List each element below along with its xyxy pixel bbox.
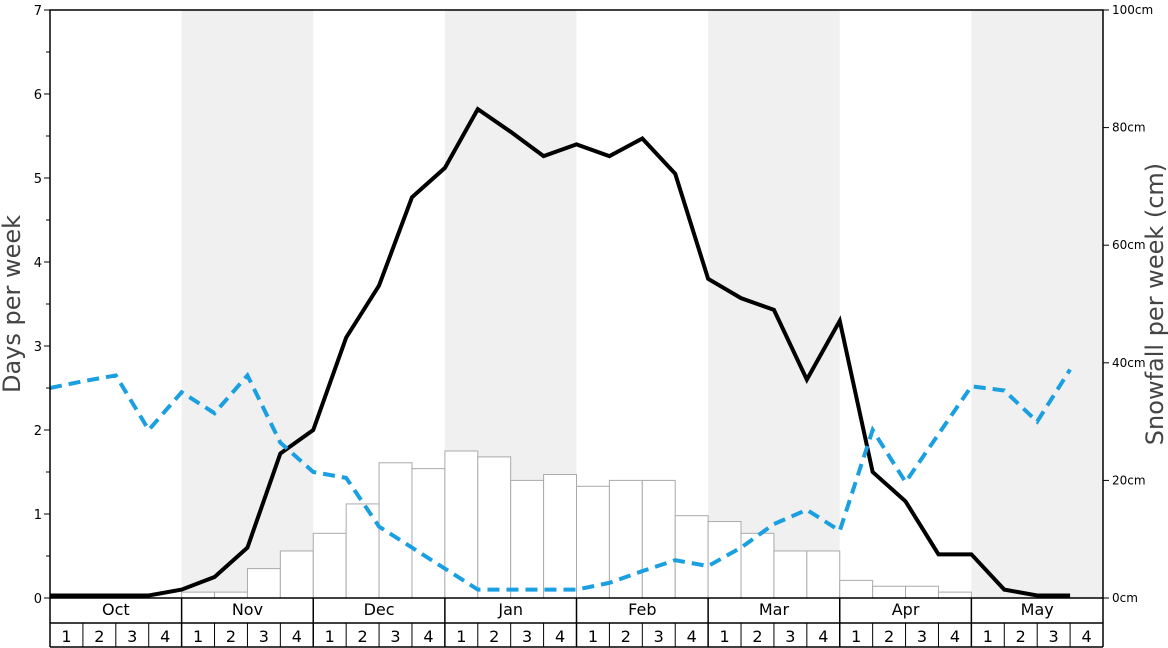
week-label: 1 — [983, 627, 993, 646]
snowfall-bar — [312, 532, 347, 599]
snowfall-bar — [444, 450, 479, 599]
week-label: 2 — [94, 627, 104, 646]
left-tick-label: 6 — [34, 88, 42, 103]
snowfall-bar — [411, 468, 446, 599]
week-label: 3 — [522, 627, 532, 646]
snowfall-bar — [674, 515, 709, 599]
week-label: 1 — [61, 627, 71, 646]
left-tick-label: 5 — [34, 172, 42, 187]
right-tick-label: 0cm — [1112, 591, 1138, 605]
month-shade-nov — [181, 10, 314, 598]
week-label: 1 — [456, 627, 466, 646]
week-label: 2 — [1016, 627, 1026, 646]
week-label: 3 — [654, 627, 664, 646]
month-shade-mar — [708, 10, 840, 598]
week-label: 2 — [226, 627, 236, 646]
series-lines — [49, 106, 1072, 598]
month-shading — [181, 10, 1103, 598]
snowfall-bar — [246, 568, 281, 599]
right-tick-label: 80cm — [1112, 121, 1146, 135]
week-label: 2 — [752, 627, 762, 646]
month-label: Nov — [232, 600, 263, 619]
right-axis: 0cm 20cm 40cm 60cm 80cm 100cm — [1103, 3, 1153, 605]
week-label: 4 — [160, 627, 170, 646]
right-tick-label: 60cm — [1112, 238, 1146, 252]
left-axis: 0 1 2 3 4 5 6 7 — [34, 4, 50, 607]
week-label: 4 — [950, 627, 960, 646]
snowfall-bar — [214, 591, 248, 599]
left-tick-label: 2 — [34, 424, 42, 439]
snowfall-bar — [279, 550, 314, 599]
week-label: 3 — [259, 627, 269, 646]
snowfall-bar — [872, 585, 907, 599]
left-tick-label: 3 — [34, 340, 42, 355]
month-label: Oct — [102, 600, 130, 619]
week-label: 2 — [621, 627, 631, 646]
week-label: 2 — [358, 627, 368, 646]
week-label: 1 — [588, 627, 598, 646]
month-label: Mar — [759, 600, 790, 619]
week-label: 4 — [1081, 627, 1091, 646]
snowfall-bar — [510, 479, 545, 599]
right-tick-label: 100cm — [1112, 3, 1153, 17]
week-label: 4 — [687, 627, 697, 646]
week-label: 1 — [719, 627, 729, 646]
week-label: 3 — [785, 627, 795, 646]
snowfall-bar — [806, 550, 841, 599]
left-tick-label: 4 — [34, 256, 42, 271]
week-label: 1 — [193, 627, 203, 646]
left-tick-label: 7 — [34, 4, 42, 19]
week-label: 2 — [884, 627, 894, 646]
month-label: Apr — [892, 600, 920, 619]
right-tick-label: 20cm — [1112, 473, 1146, 487]
week-label: 3 — [390, 627, 400, 646]
snowfall-bar — [641, 479, 676, 599]
week-label: 4 — [292, 627, 302, 646]
snowfall-bar — [740, 532, 775, 599]
snowfall-bar — [707, 521, 742, 599]
week-label: 2 — [489, 627, 499, 646]
snowfall-bars — [181, 450, 972, 599]
month-label: Jan — [497, 600, 523, 619]
snowfall-bar — [937, 591, 972, 599]
week-label: 3 — [1049, 627, 1059, 646]
right-tick-label: 40cm — [1112, 356, 1146, 370]
snowfall-bar — [378, 462, 413, 599]
right-axis-label: Snowfall per week (cm) — [1141, 163, 1168, 445]
snowfall-bar — [477, 456, 512, 599]
snowfall-bar — [839, 579, 874, 599]
week-label: 4 — [818, 627, 828, 646]
snowfall-bar — [345, 503, 380, 599]
month-label: Feb — [628, 600, 656, 619]
month-label: Dec — [364, 600, 395, 619]
month-shade-may — [971, 10, 1103, 598]
week-label: 3 — [127, 627, 137, 646]
left-tick-label: 0 — [34, 592, 42, 607]
snowfall-bar — [181, 591, 216, 599]
snowfall-bar — [576, 485, 610, 599]
week-label: 1 — [851, 627, 861, 646]
month-week-axis: Oct 1 2 3 4 Nov 1 2 3 4 Dec 1 2 3 4 Jan 1 2 3 4 Feb 1 2 3 4 Mar 1 2… — [49, 598, 1104, 648]
left-tick-label: 1 — [34, 508, 42, 523]
week-label: 4 — [555, 627, 565, 646]
snowfall-bar — [905, 585, 939, 599]
left-axis-label: Days per week — [0, 215, 26, 393]
month-label: May — [1021, 600, 1054, 619]
dashed-series-line — [49, 368, 1072, 592]
week-label: 3 — [917, 627, 927, 646]
week-label: 1 — [325, 627, 335, 646]
snowfall-bar — [543, 474, 577, 599]
snowfall-bar — [773, 550, 808, 599]
snowfall-bar — [608, 479, 643, 599]
solid-series-line — [50, 106, 1071, 598]
week-label: 4 — [423, 627, 433, 646]
